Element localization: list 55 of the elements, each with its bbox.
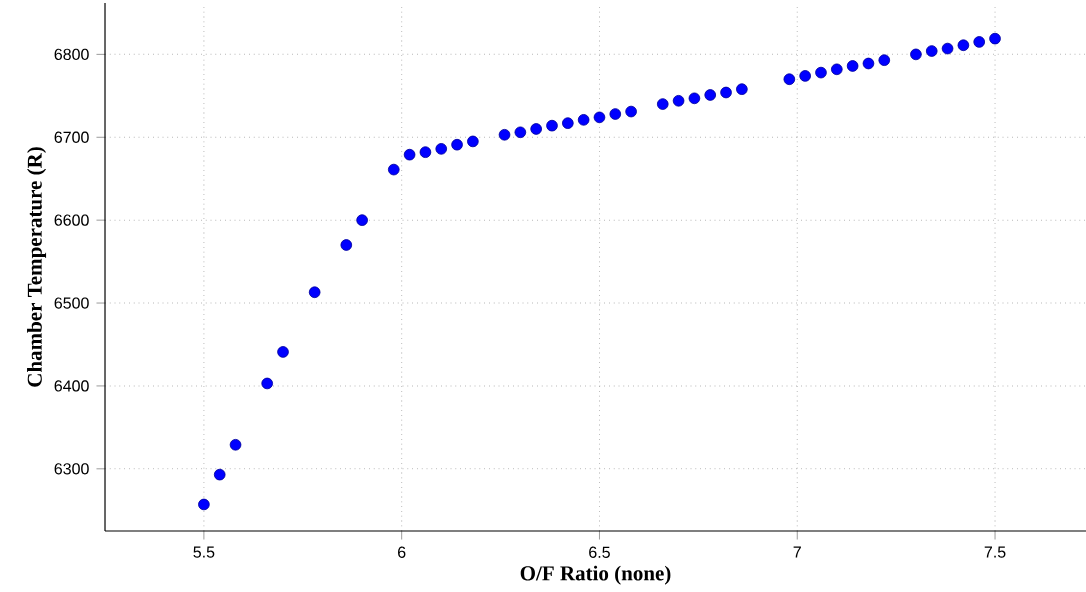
- point: [973, 36, 985, 48]
- point: [862, 57, 875, 70]
- x-tick-label: 5.5: [193, 546, 215, 558]
- point: [720, 86, 732, 99]
- point: [403, 148, 416, 161]
- x-tick-label: 7.5: [984, 546, 1006, 558]
- point: [846, 60, 859, 72]
- point: [672, 94, 685, 107]
- point: [562, 117, 574, 129]
- point: [261, 377, 273, 390]
- point: [356, 214, 368, 226]
- point: [387, 163, 400, 176]
- x-tick-label: 6: [398, 546, 406, 558]
- point: [530, 123, 542, 135]
- point: [213, 468, 226, 481]
- point: [451, 138, 463, 151]
- point: [831, 63, 843, 76]
- point: [736, 83, 748, 95]
- point: [799, 70, 811, 82]
- point: [815, 66, 827, 79]
- point: [308, 286, 321, 299]
- point: [277, 346, 289, 358]
- point: [514, 126, 527, 139]
- point: [989, 32, 1001, 45]
- point: [198, 498, 210, 511]
- point: [229, 438, 242, 451]
- point: [546, 119, 558, 132]
- point: [467, 135, 479, 148]
- y-tick-label: 6500: [54, 297, 89, 309]
- point: [704, 89, 717, 101]
- point: [878, 54, 891, 66]
- y-tick-label: 6700: [54, 131, 89, 143]
- point: [498, 128, 511, 141]
- point: [577, 114, 590, 126]
- x-axis-title: O/F Ratio (none): [520, 565, 671, 585]
- point: [340, 239, 353, 251]
- y-tick-label: 6800: [54, 48, 89, 61]
- x-tick-label: 6.5: [589, 546, 610, 558]
- y-tick-label: 6400: [54, 380, 89, 392]
- point: [593, 111, 606, 124]
- point: [925, 45, 938, 57]
- point: [910, 48, 922, 61]
- point: [625, 105, 637, 118]
- point: [656, 98, 669, 110]
- point: [609, 108, 622, 120]
- point: [941, 42, 954, 55]
- y-tick-label: 6600: [54, 214, 89, 226]
- point: [688, 92, 701, 105]
- y-tick-label: 6300: [54, 463, 89, 475]
- point: [435, 143, 448, 155]
- point: [957, 39, 970, 52]
- y-axis-title: Chamber Temperature (R): [27, 147, 47, 387]
- point: [419, 146, 432, 158]
- point: [783, 73, 796, 86]
- x-tick-label: 7: [793, 546, 801, 558]
